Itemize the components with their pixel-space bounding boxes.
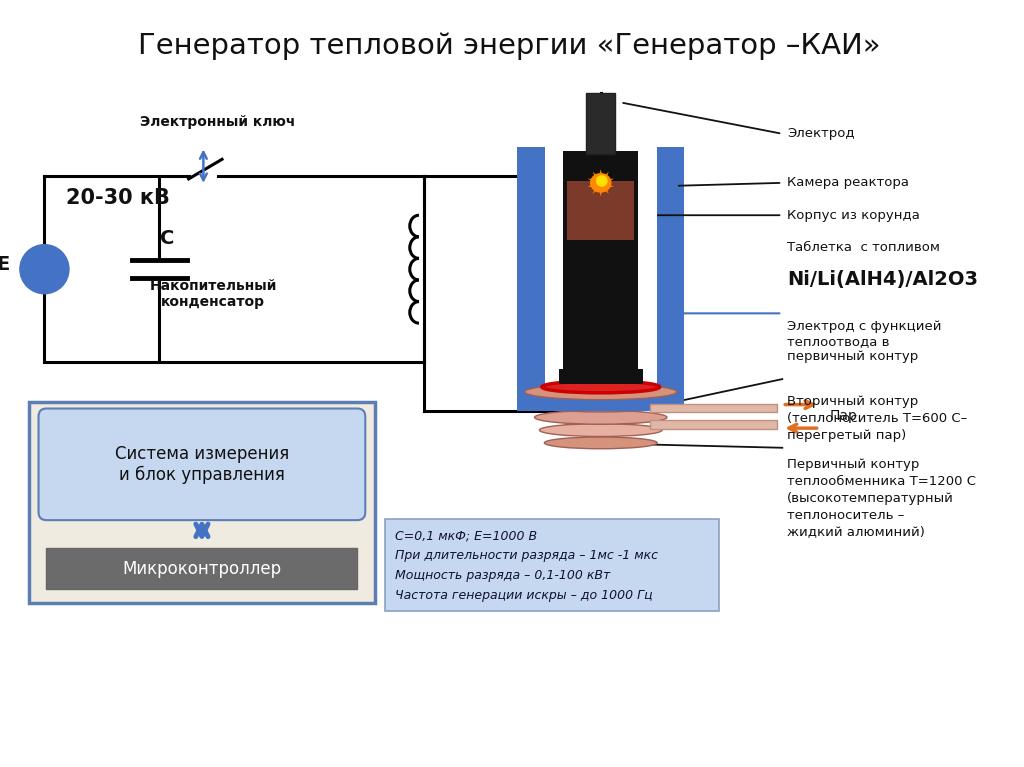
Text: 20-30 кВ: 20-30 кВ (66, 188, 170, 208)
Text: Таблетка  с топливом: Таблетка с топливом (787, 241, 940, 254)
Text: Вторичный контур
(теплоноситель Т=600 С–
перегретый пар): Вторичный контур (теплоноситель Т=600 С–… (787, 395, 968, 442)
Bar (586, 93, 615, 154)
Bar (558, 369, 643, 384)
Text: Электрод: Электрод (787, 127, 855, 140)
Bar (650, 403, 777, 413)
Text: Накопительный
конденсатор: Накопительный конденсатор (150, 279, 276, 309)
Bar (650, 146, 684, 174)
Ellipse shape (524, 384, 677, 400)
Text: Генератор тепловой энергии «Генератор –КАИ»: Генератор тепловой энергии «Генератор –К… (138, 31, 881, 60)
Text: Первичный контур
теплообменника Т=1200 С
(высокотемпературный
теплоноситель –
жи: Первичный контур теплообменника Т=1200 С… (787, 458, 976, 538)
Bar (517, 384, 684, 411)
Ellipse shape (529, 397, 672, 412)
Polygon shape (588, 169, 613, 196)
Ellipse shape (535, 410, 667, 424)
Ellipse shape (540, 423, 663, 436)
FancyBboxPatch shape (39, 409, 366, 520)
Bar (545, 146, 656, 384)
Bar (517, 146, 545, 411)
Bar (656, 146, 684, 411)
Bar (563, 151, 638, 382)
Text: Электронный ключ: Электронный ключ (140, 115, 296, 129)
FancyBboxPatch shape (29, 402, 375, 603)
Text: C: C (160, 229, 174, 248)
Text: Камера реактора: Камера реактора (787, 176, 909, 189)
Text: E: E (0, 255, 10, 274)
Bar (567, 181, 634, 240)
Text: Корпус из корунда: Корпус из корунда (787, 209, 921, 222)
Text: Ni/Li(AlH4)/Al2O3: Ni/Li(AlH4)/Al2O3 (787, 269, 978, 288)
Text: Пар: Пар (829, 410, 857, 423)
FancyBboxPatch shape (385, 519, 719, 611)
Bar (46, 548, 357, 589)
Ellipse shape (542, 381, 659, 393)
Text: С=0,1 мкФ; Е=1000 В
При длительности разряда – 1мс -1 мкс
Мощность разряда – 0,1: С=0,1 мкФ; Е=1000 В При длительности раз… (394, 529, 657, 602)
Ellipse shape (590, 173, 611, 193)
Circle shape (19, 245, 69, 294)
Text: Электрод с функцией
теплоотвода в
первичный контур: Электрод с функцией теплоотвода в первич… (787, 320, 942, 364)
Text: Система измерения
и блок управления: Система измерения и блок управления (115, 445, 289, 484)
Ellipse shape (596, 175, 607, 187)
Text: Микроконтроллер: Микроконтроллер (122, 560, 282, 578)
Bar (517, 146, 552, 174)
Ellipse shape (545, 437, 657, 449)
Bar (650, 420, 777, 429)
